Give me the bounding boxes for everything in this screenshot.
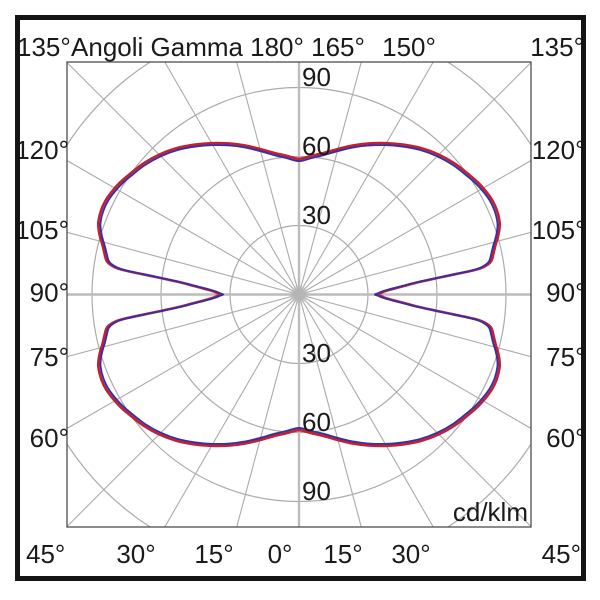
unit-label: cd/klm xyxy=(453,497,528,527)
gamma-tick-label-top: 135° xyxy=(17,32,71,62)
polar-grid-spoke xyxy=(298,294,531,430)
polar-grid-spoke xyxy=(236,294,300,527)
gamma-tick-label-left: 75° xyxy=(30,342,69,372)
gamma-tick-label-bottom: 30° xyxy=(116,539,155,569)
gamma-tick-label-bottom: 15° xyxy=(323,539,362,569)
polar-grid-spoke xyxy=(67,231,300,296)
gamma-tick-label-right: 120° xyxy=(532,135,586,165)
gamma-tick-label-left: 60° xyxy=(30,423,69,453)
polar-grid-spoke xyxy=(298,62,531,295)
gamma-tick-label-right: 90° xyxy=(546,278,585,308)
gamma-tick-label-bottom: 30° xyxy=(391,539,430,569)
radial-tick-label: 90 xyxy=(302,476,331,506)
gamma-tick-label-top: 135° xyxy=(530,32,584,62)
gamma-tick-label-left: 105° xyxy=(15,215,69,245)
polar-grid-spoke xyxy=(67,62,300,295)
gamma-tick-label-right: 75° xyxy=(546,342,585,372)
polar-grid-spoke xyxy=(236,62,300,295)
polar-grid-spoke xyxy=(298,159,531,295)
polar-grid-spoke xyxy=(298,294,434,527)
polar-grid-spoke xyxy=(67,159,300,295)
gamma-tick-label-left: 90° xyxy=(30,278,69,308)
gamma-tick-label-right: 105° xyxy=(532,215,586,245)
polar-grid-spoke xyxy=(298,294,362,527)
polar-grid-spoke xyxy=(67,294,300,527)
gamma-tick-label-bottom: 15° xyxy=(194,539,233,569)
polar-grid-spoke xyxy=(164,294,300,527)
gamma-tick-label-right: 60° xyxy=(546,423,585,453)
gamma-tick-label-bottom: 45° xyxy=(542,539,581,569)
center-dot xyxy=(289,284,309,305)
polar-grid-spoke xyxy=(298,231,531,296)
plot-border xyxy=(66,61,532,528)
radial-tick-label: 30 xyxy=(302,338,331,368)
curve-c90-c270 xyxy=(99,144,499,445)
polar-grid-spoke xyxy=(298,62,362,295)
gamma-tick-label-left: 120° xyxy=(15,135,69,165)
gamma-tick-label-top: 180° xyxy=(250,32,304,62)
outer-frame xyxy=(15,15,586,581)
radial-tick-label: 60 xyxy=(302,131,331,161)
gamma-tick-label-bottom: 45° xyxy=(26,539,65,569)
polar-grid-spoke xyxy=(67,294,300,430)
radial-tick-label: 90 xyxy=(302,62,331,92)
chart-title: Angoli Gamma xyxy=(71,32,243,62)
radial-tick-label: 60 xyxy=(302,407,331,437)
polar-grid-spoke xyxy=(298,62,434,295)
polar-grid-spoke xyxy=(298,294,531,527)
polar-grid-spoke xyxy=(67,293,300,358)
radial-tick-label: 30 xyxy=(302,200,331,230)
gamma-tick-label-top: 165° xyxy=(311,32,365,62)
curve-c0-c180 xyxy=(96,141,502,448)
gamma-tick-label-bottom: 0° xyxy=(268,539,293,569)
polar-grid-spoke xyxy=(298,293,531,358)
gamma-tick-label-top: 150° xyxy=(382,32,436,62)
polar-grid-spoke xyxy=(164,62,300,295)
